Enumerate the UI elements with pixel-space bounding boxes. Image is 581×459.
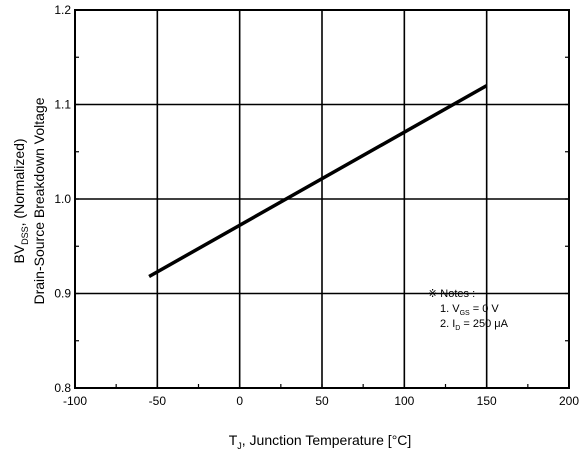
notes-line-1: 1. VGS = 0 V: [440, 303, 499, 317]
x-tick-label: -100: [63, 394, 87, 408]
x-tick-label: 50: [315, 394, 329, 408]
x-axis-label-main: T: [229, 432, 238, 448]
x-tick-label: 150: [477, 394, 497, 408]
notes-line-2-pre: 2. I: [440, 318, 455, 330]
y-axis-label-post: , (Normalized): [11, 138, 27, 226]
notes-line-2-post: = 250 μA: [460, 318, 508, 330]
notes-line-1-pre: 1. V: [440, 303, 460, 315]
x-tick-labels: -100 -50 0 50 100 150 200: [63, 394, 579, 408]
grid-lines: [75, 10, 569, 388]
series-line: [148, 84, 488, 279]
y-tick-labels: 0.8 0.9 1.0 1.1 1.2: [54, 3, 71, 395]
series-lines: [148, 84, 488, 279]
x-axis-label-sub: J: [237, 441, 242, 451]
plot-frame: [74, 9, 570, 389]
y-axis-label-line2: Drain-Source Breakdown Voltage: [31, 97, 47, 304]
notes-line-2: 2. ID = 250 μA: [440, 318, 509, 332]
notes-line-1-post: = 0 V: [470, 303, 500, 315]
y-tick-label: 1.0: [54, 192, 71, 206]
notes-header: ※ Notes :: [428, 288, 475, 300]
y-axis-label-line1: BVDSS, (Normalized): [11, 138, 30, 263]
x-tick-label: -50: [149, 394, 167, 408]
notes-box: ※ Notes : 1. VGS = 0 V 2. ID = 250 μA: [428, 288, 509, 332]
x-tick-label: 100: [394, 394, 414, 408]
y-tick-label: 0.8: [54, 381, 71, 395]
y-tick-label: 0.9: [54, 287, 71, 301]
x-tick-label: 0: [236, 394, 243, 408]
x-axis-label: TJ, Junction Temperature [°C]: [229, 432, 412, 451]
y-tick-label: 1.1: [54, 98, 71, 112]
x-axis-label-rest: , Junction Temperature [°C]: [242, 432, 412, 448]
y-axis-label-pre: BV: [11, 244, 27, 263]
y-tick-label: 1.2: [54, 3, 71, 17]
notes-line-2-sub: D: [455, 325, 460, 332]
x-tick-label: 200: [559, 394, 579, 408]
notes-line-1-sub: GS: [460, 310, 470, 317]
y-axis-label-sub: DSS: [20, 226, 30, 245]
